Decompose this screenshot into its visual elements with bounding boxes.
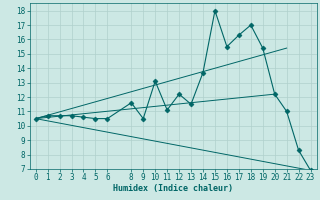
X-axis label: Humidex (Indice chaleur): Humidex (Indice chaleur) bbox=[113, 184, 233, 193]
